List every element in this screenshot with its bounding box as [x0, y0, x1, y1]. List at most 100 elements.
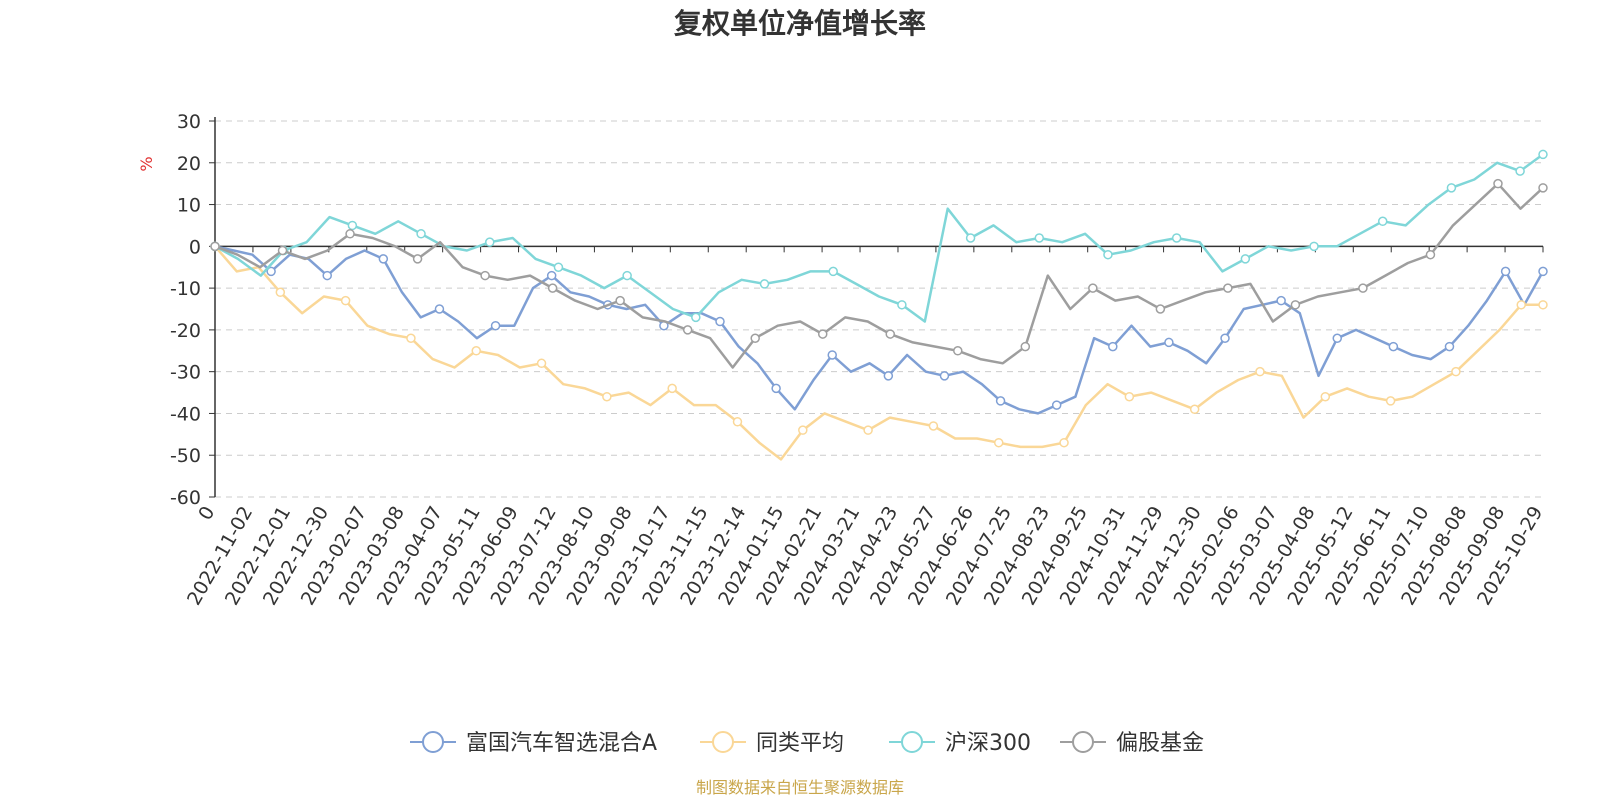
y-tick-label: -30	[170, 362, 201, 384]
legend-label: 偏股基金	[1116, 731, 1204, 756]
y-tick-labels: 30 20 10 0 -10 -20 -30 -40 -50 -60	[170, 111, 201, 509]
data-point	[939, 371, 950, 381]
data-point	[266, 266, 276, 277]
legend: 富国汽车智选混合A 同类平均 沪深300 偏股基金	[410, 731, 1204, 756]
data-point	[715, 316, 725, 327]
series-3	[210, 178, 1548, 369]
data-point	[1164, 337, 1174, 348]
legend-label: 富国汽车智选混合A	[466, 731, 657, 756]
data-point	[885, 329, 896, 339]
data-point	[897, 300, 907, 310]
data-point	[1385, 396, 1396, 406]
series-1	[210, 241, 1548, 461]
data-point	[1240, 254, 1251, 264]
data-point	[1223, 283, 1233, 293]
data-point	[1425, 249, 1436, 260]
data-point	[1377, 216, 1388, 227]
data-point	[732, 417, 743, 427]
data-point	[471, 346, 481, 356]
legend-label: 同类平均	[756, 731, 844, 756]
y-tick-label: 0	[189, 236, 201, 258]
data-point	[345, 229, 355, 239]
data-point	[1538, 183, 1548, 193]
y-tick-label: -50	[170, 445, 201, 467]
source-note: 制图数据来自恒生聚源数据库	[696, 778, 904, 797]
data-point	[485, 237, 495, 247]
data-point	[759, 279, 770, 289]
data-point	[602, 391, 612, 402]
data-point	[750, 333, 760, 343]
data-point	[1034, 233, 1045, 243]
data-point	[1388, 341, 1399, 352]
data-point	[817, 329, 828, 339]
data-point	[490, 320, 501, 331]
data-point	[1500, 266, 1511, 277]
legend-item[interactable]: 富国汽车智选混合A	[410, 731, 657, 756]
data-point	[682, 325, 693, 335]
data-point	[1538, 266, 1548, 277]
data-point	[347, 220, 358, 231]
data-point	[277, 245, 288, 256]
data-point	[480, 270, 490, 281]
data-point	[798, 425, 808, 435]
legend-marker	[422, 731, 444, 753]
legend-label: 沪深300	[945, 731, 1031, 756]
data-point	[340, 295, 351, 306]
data-point	[1444, 341, 1455, 352]
data-point	[1516, 300, 1526, 310]
data-point	[412, 254, 423, 264]
legend-marker	[712, 731, 734, 753]
data-point	[1290, 300, 1301, 310]
data-point	[1493, 178, 1503, 189]
data-point	[1155, 304, 1166, 314]
data-point	[1124, 391, 1135, 402]
data-point	[1332, 333, 1343, 343]
data-point	[378, 254, 389, 264]
data-point	[667, 383, 677, 394]
data-point	[210, 241, 220, 252]
y-tick-label: -60	[170, 487, 201, 509]
series-line	[214, 182, 1544, 369]
series-lines	[210, 149, 1548, 461]
y-tick-label: 30	[177, 111, 201, 133]
data-point	[883, 371, 894, 381]
data-point	[536, 358, 547, 369]
data-point	[828, 266, 838, 277]
data-point	[1020, 341, 1031, 352]
data-point	[1189, 404, 1200, 415]
series-line	[214, 153, 1544, 323]
legend-item[interactable]: 偏股基金	[1060, 731, 1204, 756]
data-point	[953, 346, 963, 356]
data-point	[406, 333, 416, 343]
data-point	[1451, 366, 1461, 377]
data-point	[553, 262, 564, 272]
data-point	[1108, 341, 1118, 352]
data-point	[615, 295, 625, 306]
y-tick-label: -10	[170, 278, 201, 300]
data-point	[434, 304, 445, 314]
data-point	[691, 312, 701, 323]
legend-marker	[901, 731, 923, 753]
y-tick-label: 10	[177, 195, 201, 217]
data-point	[1515, 166, 1525, 176]
data-point	[1358, 283, 1368, 293]
y-tick-label: -40	[170, 403, 201, 425]
legend-item[interactable]: 同类平均	[700, 731, 844, 756]
data-point	[1059, 437, 1069, 448]
data-point	[1309, 241, 1319, 252]
legend-item[interactable]: 沪深300	[889, 731, 1031, 756]
series-2	[210, 149, 1548, 323]
data-point	[1446, 183, 1457, 193]
y-tick-label: 20	[177, 153, 201, 175]
series-line	[214, 245, 1543, 461]
data-point	[1220, 333, 1230, 343]
data-point	[546, 270, 557, 281]
data-point	[827, 350, 837, 360]
data-point	[1103, 249, 1113, 260]
chart-title: 复权单位净值增长率	[674, 7, 926, 40]
data-point	[1171, 233, 1182, 243]
data-point	[771, 383, 781, 394]
data-point	[1051, 400, 1062, 410]
y-axis-unit: %	[137, 156, 156, 171]
